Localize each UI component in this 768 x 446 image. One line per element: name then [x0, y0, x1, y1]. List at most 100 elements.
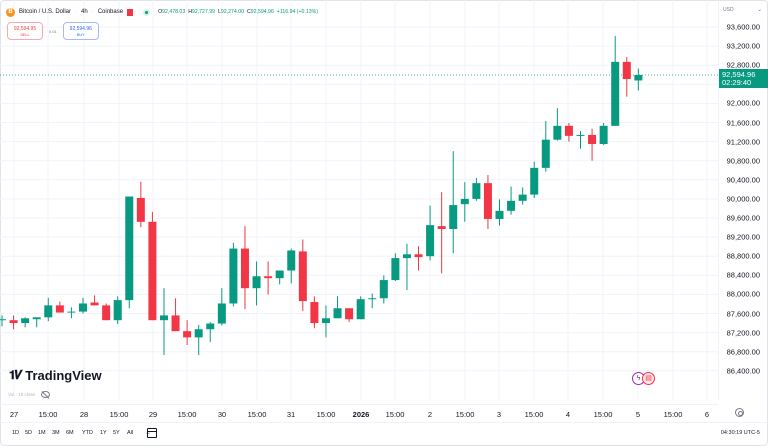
- candle[interactable]: [229, 242, 238, 307]
- candle[interactable]: [495, 199, 504, 226]
- range-button-6m[interactable]: 6M: [66, 430, 74, 436]
- interval-label[interactable]: 4h: [81, 9, 88, 15]
- candle[interactable]: [113, 296, 122, 325]
- trade-buttons: 92,594.95 SELL 0.01 92,594.96 BUY: [7, 22, 99, 40]
- candle[interactable]: [125, 196, 134, 309]
- last-price: 92,594.96: [722, 70, 756, 79]
- price-tick-label: 88,800.00: [726, 251, 760, 261]
- candle[interactable]: [576, 131, 585, 149]
- price-tick-label: 86,400.00: [726, 366, 760, 376]
- candle[interactable]: [507, 186, 516, 215]
- chevron-down-icon[interactable]: ⌄: [756, 7, 762, 13]
- sell-button[interactable]: 92,594.95 SELL: [7, 22, 43, 40]
- flag-icon[interactable]: [127, 8, 134, 16]
- indicator-legend: Vol · 10 close: [8, 391, 51, 398]
- candle[interactable]: [78, 297, 87, 314]
- candlestick-chart[interactable]: [0, 0, 718, 400]
- chart-pane[interactable]: [0, 0, 718, 400]
- candle[interactable]: [183, 320, 192, 346]
- candle[interactable]: [634, 68, 643, 91]
- price-tick-label: 91,200.00: [726, 137, 760, 147]
- candle[interactable]: [206, 322, 215, 343]
- candle[interactable]: [102, 303, 111, 321]
- time-tick-label: 5: [635, 410, 641, 419]
- candle[interactable]: [356, 296, 365, 320]
- candle[interactable]: [599, 122, 608, 145]
- range-button-1m[interactable]: 1M: [38, 430, 46, 436]
- spread-value: 0.01: [49, 28, 57, 34]
- candle[interactable]: [564, 122, 573, 142]
- settings-icon[interactable]: [735, 408, 744, 417]
- candle[interactable]: [541, 121, 550, 172]
- eye-off-icon[interactable]: [41, 391, 51, 398]
- candle[interactable]: [55, 301, 64, 313]
- change-value: +116.94 (+0.13%): [276, 9, 318, 15]
- symbol-title[interactable]: Bitcoin / U.S. Dollar: [19, 9, 72, 15]
- currency-label[interactable]: USD: [723, 7, 734, 13]
- candle[interactable]: [345, 308, 354, 323]
- go-to-date-icon[interactable]: [145, 428, 157, 438]
- open-value: 92,478.03: [162, 9, 186, 15]
- candle[interactable]: [553, 108, 562, 141]
- candle[interactable]: [252, 261, 261, 306]
- tradingview-logo[interactable]: 𝟏𝑽 TradingView: [9, 368, 102, 383]
- price-tick-label: 90,400.00: [726, 175, 760, 185]
- range-button-all[interactable]: All: [127, 430, 134, 436]
- candle[interactable]: [217, 288, 226, 326]
- candle[interactable]: [159, 288, 168, 356]
- candle[interactable]: [530, 161, 539, 198]
- candle[interactable]: [460, 182, 469, 222]
- candle[interactable]: [90, 295, 99, 306]
- candle[interactable]: [611, 36, 620, 126]
- candle[interactable]: [148, 211, 157, 321]
- candle[interactable]: [472, 177, 481, 201]
- candle[interactable]: [483, 175, 492, 229]
- buy-button[interactable]: 92,594.96 BUY: [62, 22, 99, 40]
- market-status-icon[interactable]: [143, 8, 151, 16]
- us-flag-event-icon[interactable]: ▤: [642, 372, 655, 385]
- candle[interactable]: [171, 298, 180, 332]
- price-axis[interactable]: USD ⌄ 93,600.00 93,200.00 92,800.00 92,000.…: [718, 0, 768, 400]
- candle[interactable]: [21, 317, 30, 328]
- candle[interactable]: [194, 324, 203, 356]
- range-button-5d[interactable]: 5D: [25, 430, 33, 436]
- exchange-label[interactable]: Coinbase: [97, 9, 124, 15]
- candle[interactable]: [136, 181, 145, 228]
- candle[interactable]: [379, 275, 388, 304]
- candle[interactable]: [240, 226, 249, 310]
- buy-label: BUY: [76, 33, 85, 37]
- candle[interactable]: [518, 187, 527, 205]
- candle[interactable]: [298, 239, 307, 312]
- candle[interactable]: [333, 296, 342, 319]
- candle[interactable]: [275, 270, 284, 285]
- clock-timezone[interactable]: 04:30:19 UTC-5: [720, 430, 760, 436]
- candle[interactable]: [391, 253, 400, 282]
- range-button-5y[interactable]: 5Y: [113, 430, 120, 436]
- candle[interactable]: [402, 243, 411, 291]
- candle[interactable]: [44, 297, 53, 322]
- candle[interactable]: [32, 317, 41, 328]
- range-button-1d[interactable]: 1D: [12, 430, 20, 436]
- time-axis[interactable]: 27 15:00 28 15:00 29 15:00 30 15:00 31 15:00 2026 1…: [0, 404, 718, 422]
- price-tick-label: 89,200.00: [726, 232, 760, 242]
- candle[interactable]: [0, 315, 6, 327]
- candle[interactable]: [67, 307, 76, 319]
- candle[interactable]: [287, 248, 296, 284]
- candle[interactable]: [321, 305, 330, 338]
- range-button-1y[interactable]: 1Y: [100, 430, 107, 436]
- candle[interactable]: [588, 128, 597, 161]
- time-tick-label: 31: [286, 410, 296, 419]
- range-button-ytd[interactable]: YTD: [82, 430, 93, 436]
- volume-indicator-label[interactable]: Vol · 10 close: [8, 392, 36, 397]
- candle[interactable]: [449, 151, 458, 254]
- candle[interactable]: [414, 246, 423, 271]
- time-tick-label: 15:00: [177, 410, 197, 419]
- candle[interactable]: [622, 57, 631, 97]
- candle[interactable]: [264, 261, 273, 295]
- candle[interactable]: [437, 192, 446, 274]
- range-button-3m[interactable]: 3M: [52, 430, 60, 436]
- candle[interactable]: [426, 205, 435, 261]
- candle[interactable]: [368, 293, 377, 309]
- candle[interactable]: [310, 296, 319, 329]
- candle[interactable]: [9, 315, 18, 330]
